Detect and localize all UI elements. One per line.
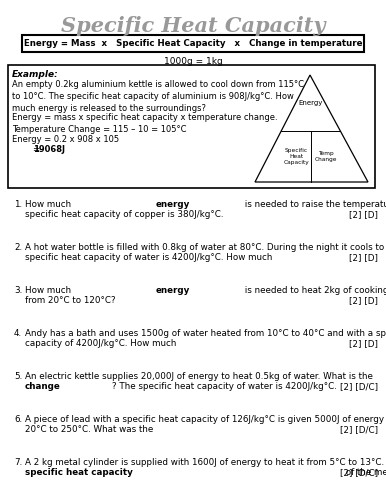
Text: Energy = mass x specific heat capacity x temperature change.: Energy = mass x specific heat capacity x… — [12, 113, 278, 122]
Text: [2] [D/C]: [2] [D/C] — [340, 425, 378, 434]
Text: A hot water bottle is filled with 0.8kg of water at 80°C. During the night it co: A hot water bottle is filled with 0.8kg … — [25, 243, 386, 252]
Text: 3.: 3. — [14, 286, 22, 295]
Text: [2] [D]: [2] [D] — [349, 339, 378, 348]
Text: capacity of 4200J/kg°C. How much: capacity of 4200J/kg°C. How much — [25, 339, 179, 348]
Text: is needed to raise the temperature of 2 kg of copper from 0°C to 10°C.The: is needed to raise the temperature of 2 … — [242, 200, 386, 209]
Text: [2] [D/C]: [2] [D/C] — [340, 382, 378, 391]
Polygon shape — [255, 75, 368, 182]
Text: Example:: Example: — [12, 70, 59, 79]
Text: 20°C to 250°C. What was the: 20°C to 250°C. What was the — [25, 425, 156, 434]
Text: 1000g = 1kg: 1000g = 1kg — [164, 57, 222, 66]
Text: Energy = Mass  x   Specific Heat Capacity   x   Change in temperature: Energy = Mass x Specific Heat Capacity x… — [24, 39, 362, 48]
Text: A piece of lead with a specific heat capacity of 126J/kg°C is given 5000J of ene: A piece of lead with a specific heat cap… — [25, 415, 386, 424]
Text: Andy has a bath and uses 1500g of water heated from 10°C to 40°C and with a spec: Andy has a bath and uses 1500g of water … — [25, 329, 386, 338]
Text: energy: energy — [155, 286, 190, 295]
Text: 7.: 7. — [14, 458, 22, 467]
Text: How much: How much — [25, 286, 74, 295]
Text: An empty 0.2kg aluminium kettle is allowed to cool down from 115°C
to 10°C. The : An empty 0.2kg aluminium kettle is allow… — [12, 80, 304, 114]
Text: Temp
Change: Temp Change — [314, 151, 337, 162]
Text: How much: How much — [25, 200, 74, 209]
Text: [2] [D]: [2] [D] — [349, 296, 378, 305]
Text: of the metal?: of the metal? — [343, 468, 386, 477]
Text: specific heat capacity of water is 4200J/kg°C. How much: specific heat capacity of water is 4200J… — [25, 253, 275, 262]
Text: Temperature Change = 115 – 10 = 105°C: Temperature Change = 115 – 10 = 105°C — [12, 125, 186, 134]
Text: An electric kettle supplies 20,000J of energy to heat 0.5kg of water. What is th: An electric kettle supplies 20,000J of e… — [25, 372, 376, 381]
Text: energy: energy — [155, 200, 190, 209]
Text: specific heat capacity: specific heat capacity — [25, 468, 133, 477]
Text: [2] [D/C]: [2] [D/C] — [340, 468, 378, 477]
Text: 4.: 4. — [14, 329, 22, 338]
Text: ? The specific heat capacity of water is 4200J/kg°C.: ? The specific heat capacity of water is… — [112, 382, 337, 391]
Text: Specific
Heat
Capacity: Specific Heat Capacity — [283, 148, 309, 164]
Text: change: change — [25, 382, 61, 391]
Text: [2] [D]: [2] [D] — [349, 210, 378, 219]
FancyBboxPatch shape — [8, 65, 375, 188]
Text: 2.: 2. — [14, 243, 22, 252]
Text: from 20°C to 120°C?: from 20°C to 120°C? — [25, 296, 116, 305]
Text: Specific Heat Capacity: Specific Heat Capacity — [61, 16, 325, 36]
Text: specific heat capacity of copper is 380J/kg°C.: specific heat capacity of copper is 380J… — [25, 210, 223, 219]
Text: [2] [D]: [2] [D] — [349, 253, 378, 262]
Text: 1.: 1. — [14, 200, 22, 209]
Text: 6.: 6. — [14, 415, 22, 424]
Text: is needed to heat 2kg of cooking oil with a specific heat capacity of 2000J/kg°C: is needed to heat 2kg of cooking oil wit… — [242, 286, 386, 295]
Text: 5.: 5. — [14, 372, 22, 381]
Text: 19068J: 19068J — [33, 145, 65, 154]
Text: Energy = 0.2 x 908 x 105: Energy = 0.2 x 908 x 105 — [12, 135, 119, 144]
FancyBboxPatch shape — [22, 35, 364, 52]
Text: A 2 kg metal cylinder is supplied with 1600J of energy to heat it from 5°C to 13: A 2 kg metal cylinder is supplied with 1… — [25, 458, 386, 467]
Text: Energy: Energy — [298, 100, 323, 106]
Text: =: = — [12, 145, 42, 154]
